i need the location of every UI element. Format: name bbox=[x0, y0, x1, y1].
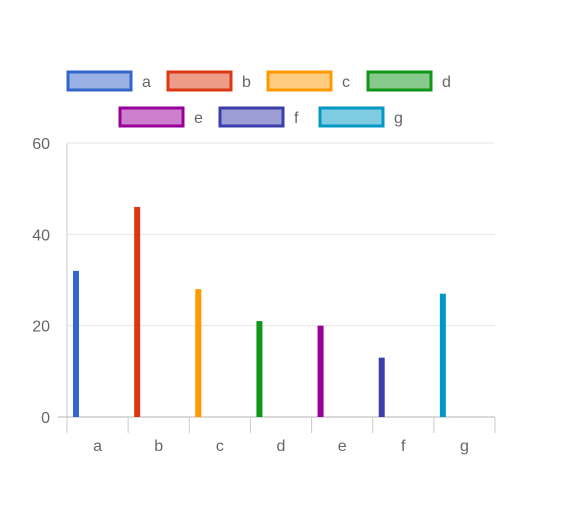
x-tick-label: b bbox=[154, 438, 163, 455]
bar-d[interactable] bbox=[256, 321, 263, 417]
x-tick-label: e bbox=[338, 438, 347, 455]
grid bbox=[67, 142, 495, 327]
legend-item-f[interactable]: f bbox=[218, 106, 299, 128]
legend-item-d[interactable]: d bbox=[366, 70, 451, 92]
legend-label: f bbox=[294, 110, 299, 127]
x-tick-label: c bbox=[216, 438, 224, 455]
bars bbox=[73, 206, 446, 417]
x-tick-label: d bbox=[277, 438, 286, 455]
legend-label: g bbox=[394, 110, 403, 127]
legend-swatch bbox=[366, 70, 433, 92]
legend-swatch bbox=[318, 106, 385, 128]
legend-label: a bbox=[142, 74, 151, 91]
bar-a[interactable] bbox=[73, 270, 79, 417]
legend-label: e bbox=[194, 110, 203, 127]
bar-c[interactable] bbox=[195, 289, 202, 417]
legend-label: c bbox=[342, 74, 350, 91]
bar-e[interactable] bbox=[317, 325, 324, 417]
axes bbox=[58, 143, 496, 433]
y-tick-label: 40 bbox=[32, 227, 50, 244]
legend-swatch bbox=[118, 106, 185, 128]
y-tick-label: 0 bbox=[41, 410, 50, 427]
legend-swatch bbox=[218, 106, 285, 128]
x-tick-label: a bbox=[93, 438, 102, 455]
legend-item-a[interactable]: a bbox=[66, 70, 151, 92]
legend-item-b[interactable]: b bbox=[166, 70, 251, 92]
legend-swatch bbox=[266, 70, 333, 92]
tick-labels: 0 20 40 60 a b c d e f g bbox=[32, 136, 469, 455]
y-tick-label: 60 bbox=[32, 136, 50, 153]
legend-item-c[interactable]: c bbox=[266, 70, 350, 92]
x-tick-label: g bbox=[460, 438, 469, 455]
legend-label: d bbox=[442, 74, 451, 91]
legend-swatch bbox=[66, 70, 133, 92]
bar-f[interactable] bbox=[378, 357, 385, 417]
legend-swatch bbox=[166, 70, 233, 92]
legend: a b c d e f g bbox=[66, 70, 451, 128]
x-tick-label: f bbox=[401, 438, 406, 455]
legend-label: b bbox=[242, 74, 251, 91]
legend-item-g[interactable]: g bbox=[318, 106, 403, 128]
bar-g[interactable] bbox=[439, 293, 446, 417]
legend-item-e[interactable]: e bbox=[118, 106, 203, 128]
y-tick-label: 20 bbox=[32, 319, 50, 336]
bar-b[interactable] bbox=[134, 206, 141, 417]
